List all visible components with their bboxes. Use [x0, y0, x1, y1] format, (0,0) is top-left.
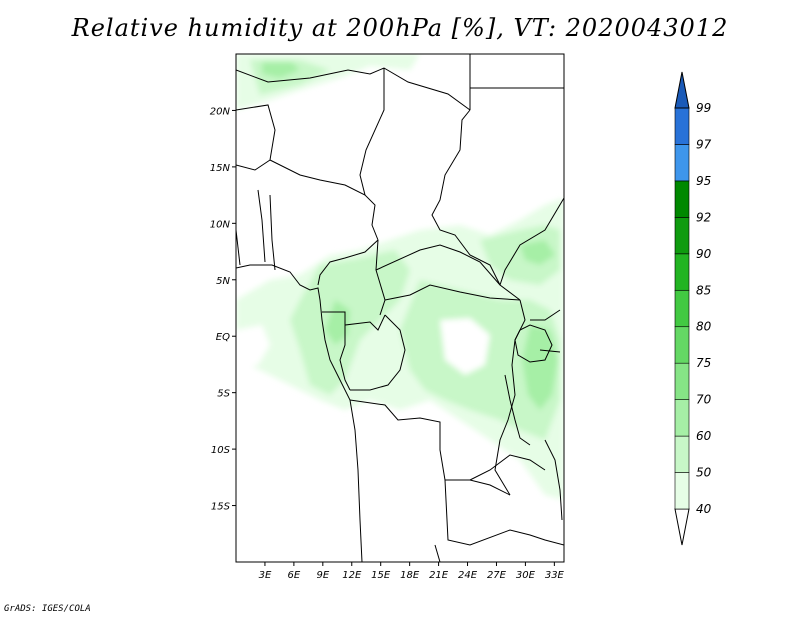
colorbar-label: 40 — [696, 502, 712, 516]
border-line — [375, 239, 386, 316]
lon-tick-label: 18E — [400, 570, 420, 581]
border-line — [469, 454, 546, 481]
lat-tick-label: 5S — [217, 389, 230, 400]
lake-outline — [544, 439, 563, 521]
border-line — [494, 299, 526, 496]
border-line — [350, 314, 406, 391]
colorbar-band — [674, 289, 690, 328]
border-line — [539, 349, 561, 353]
dry-pocket — [236, 318, 490, 375]
lon-tick-label: 33E — [545, 570, 565, 581]
colorbar-label: 97 — [696, 137, 712, 151]
border-line — [322, 311, 386, 331]
colorbar-label: 70 — [696, 393, 712, 407]
border-line — [359, 68, 385, 196]
humidity-area-east — [262, 62, 558, 410]
lon-tick-label: 6E — [288, 570, 301, 581]
colorbar-label: 75 — [696, 356, 711, 370]
coastline — [236, 264, 363, 562]
longitude-ticks: 3E 6E 9E 12E 15E 18E 21E 24E 27E 30E 33E — [259, 562, 565, 581]
colorbar-band — [674, 326, 690, 364]
colorbar-label: 85 — [696, 283, 711, 297]
lat-tick-label: 5N — [216, 276, 230, 287]
colorbar: 40 50 60 70 75 80 85 90 92 95 97 99 — [674, 71, 712, 546]
colorbar-label: 92 — [696, 210, 711, 224]
lat-tick-label: 20N — [210, 106, 231, 117]
lake-outline — [514, 324, 553, 363]
border-line — [236, 67, 471, 111]
colorbar-upper-triangle — [674, 71, 690, 109]
border-line — [349, 399, 511, 496]
lon-tick-label: 21E — [429, 570, 449, 581]
colorbar-band — [674, 107, 690, 145]
lon-tick-label: 30E — [516, 570, 536, 581]
footer-credit: GrADS: IGES/COLA — [4, 604, 91, 614]
lon-tick-label: 24E — [458, 570, 478, 581]
country-borders — [236, 54, 564, 562]
border-line — [530, 309, 561, 321]
border-line — [269, 159, 379, 241]
colorbar-label: 95 — [696, 174, 711, 188]
colorbar-band — [674, 217, 690, 255]
colorbar-band — [674, 253, 690, 291]
border-line — [269, 194, 276, 271]
colorbar-band — [674, 144, 690, 182]
border-line — [431, 109, 501, 286]
lat-tick-label: 15S — [211, 502, 231, 513]
colorbar-label: 80 — [696, 320, 712, 334]
colorbar-band — [674, 472, 690, 510]
border-line — [384, 284, 521, 301]
lon-tick-label: 15E — [371, 570, 391, 581]
lon-tick-label: 12E — [342, 570, 362, 581]
border-line — [339, 325, 351, 391]
border-line — [375, 244, 521, 301]
colorbar-band — [674, 435, 690, 473]
latitude-ticks: 20N 15N 10N 5N EQ 5S 10S 15S — [210, 106, 236, 513]
border-line — [257, 189, 266, 263]
colorbar-label: 90 — [696, 247, 712, 261]
lat-tick-label: 15N — [210, 163, 231, 174]
map-frame — [235, 53, 565, 563]
border-line — [434, 544, 441, 562]
humidity-shading — [236, 54, 564, 500]
colorbar-lower-triangle — [674, 508, 690, 546]
border-line — [236, 229, 241, 266]
lat-tick-label: EQ — [216, 332, 230, 343]
border-line — [317, 239, 379, 286]
border-line — [444, 479, 564, 546]
colorbar-label: 99 — [696, 101, 711, 115]
border-line — [499, 197, 564, 286]
colorbar-label: 60 — [696, 429, 712, 443]
lake-outline — [504, 374, 531, 446]
lon-tick-label: 9E — [316, 570, 329, 581]
chart-title: Relative humidity at 200hPa [%], VT: 202… — [71, 14, 729, 42]
colorbar-band — [674, 180, 690, 218]
colorbar-label: 50 — [696, 466, 712, 480]
lat-tick-label: 10S — [211, 445, 231, 456]
lon-tick-label: 3E — [259, 570, 272, 581]
colorbar-band — [674, 362, 690, 400]
lat-tick-label: 10N — [210, 219, 231, 230]
lon-tick-label: 27E — [487, 570, 507, 581]
colorbar-band — [674, 399, 690, 437]
border-line — [236, 104, 276, 171]
